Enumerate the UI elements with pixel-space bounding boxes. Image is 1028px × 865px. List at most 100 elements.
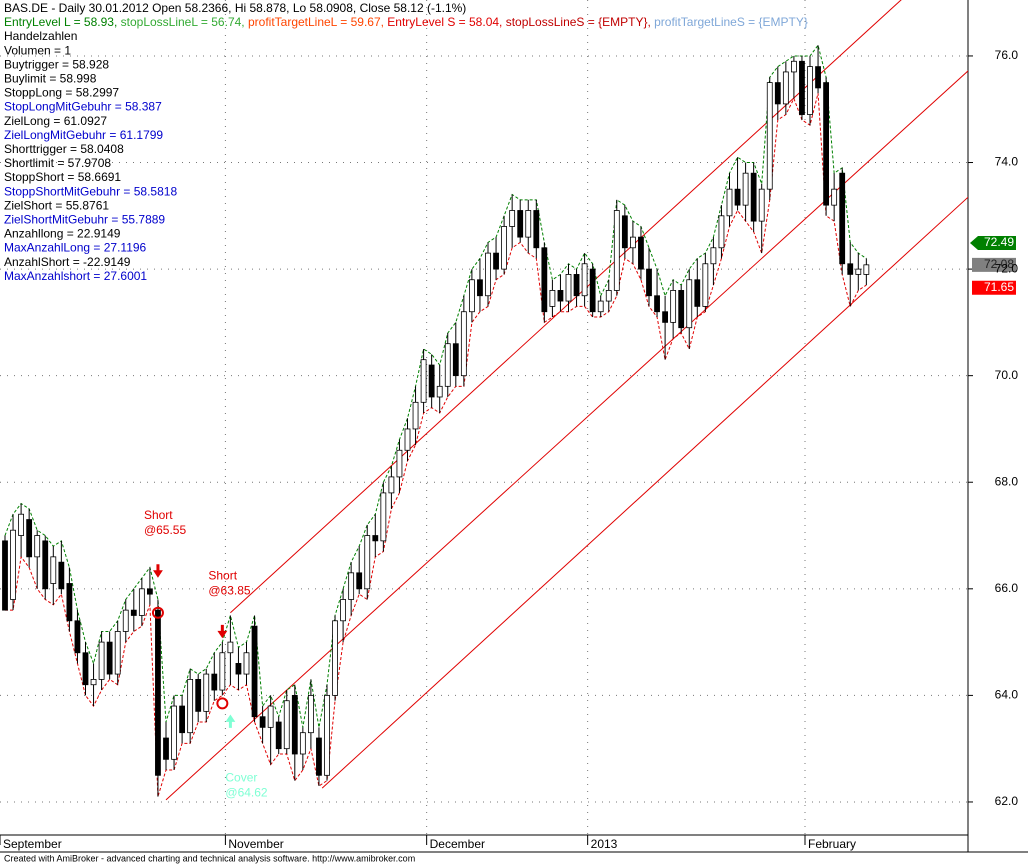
- candle-body: [742, 172, 749, 206]
- candle-body: [340, 599, 347, 622]
- candle-body: [839, 172, 846, 265]
- chart-title: BAS.DE - Daily 30.01.2012 Open 58.2366, …: [4, 1, 466, 15]
- x-tick-label: September: [3, 837, 62, 851]
- candle-body: [299, 732, 306, 755]
- candle-body: [452, 343, 459, 377]
- legend-entry: EntryLevel S = 58.04,: [387, 15, 505, 29]
- candle-body: [307, 694, 314, 734]
- signal-price: @65.55: [144, 523, 187, 537]
- signal-marker: [216, 697, 229, 710]
- info-line: StopLongMitGebuhr = 58.387: [4, 100, 162, 114]
- candle-body: [138, 588, 145, 616]
- candle-body: [444, 343, 451, 387]
- candle-body: [726, 188, 733, 217]
- info-line: ZielLong = 61.0927: [4, 114, 107, 128]
- candle-body: [348, 572, 355, 600]
- candle-body: [267, 705, 274, 728]
- candle-body: [251, 625, 258, 718]
- candle-body: [291, 694, 298, 755]
- x-tick-label: November: [228, 837, 283, 851]
- annotation-layer: Short@65.55Short@63.85Cover@64.6272.4972…: [144, 235, 1016, 800]
- candle-body: [130, 609, 137, 616]
- candle-body: [670, 290, 677, 323]
- candle-body: [227, 641, 234, 654]
- candle-body: [678, 290, 685, 329]
- y-tick-label: 68.0: [995, 474, 1019, 488]
- info-line: ZielShort = 55.8761: [4, 198, 109, 212]
- candle-body: [428, 364, 435, 398]
- signal-arrow: [225, 714, 236, 728]
- candle-body: [654, 295, 660, 313]
- candle-body: [2, 540, 8, 611]
- candle-body: [702, 263, 709, 307]
- x-tick-label: 2013: [591, 837, 618, 851]
- legend-entry: profitTargetLineL = 59.67,: [248, 15, 387, 29]
- candle-body: [662, 311, 668, 323]
- candle-body: [863, 264, 870, 275]
- candle-body: [533, 210, 540, 249]
- candle-body: [750, 172, 757, 222]
- low-line: [5, 93, 867, 797]
- candle-body: [517, 210, 524, 238]
- legend-entry: EntryLevel L = 58.93,: [4, 15, 121, 29]
- high-line: [4, 44, 867, 728]
- candle-body: [372, 535, 379, 542]
- candle-body: [605, 290, 612, 302]
- info-line: StoppShort = 58.6691: [4, 170, 121, 184]
- last-value-box: [970, 235, 1016, 250]
- candle-body: [613, 210, 620, 291]
- x-tick-label: February: [808, 837, 856, 851]
- legend: EntryLevel L = 58.93, stopLossLineL = 56…: [4, 15, 808, 29]
- y-tick-label: 72.0: [995, 261, 1019, 275]
- candle-body: [597, 300, 604, 313]
- candle-body: [509, 210, 516, 227]
- candle-body: [34, 535, 41, 558]
- candle-body: [855, 268, 862, 275]
- info-line: Anzahllong = 22.9149: [4, 227, 121, 241]
- candle-body: [686, 279, 693, 329]
- candle-body: [203, 673, 210, 712]
- signal-arrow: [153, 564, 163, 578]
- candle-body: [90, 679, 97, 686]
- candle-body: [42, 540, 49, 590]
- info-line: Buytrigger = 58.928: [4, 57, 109, 71]
- candle-body: [219, 652, 226, 691]
- candle-body: [710, 247, 717, 265]
- y-tick-label: 70.0: [995, 368, 1019, 382]
- candle-body: [195, 679, 202, 712]
- trend-line: [321, 196, 968, 789]
- candle-body: [589, 268, 596, 313]
- candle-body: [18, 513, 25, 536]
- candle-body: [549, 290, 556, 307]
- candle-body: [396, 449, 403, 478]
- info-line: StoppLong = 58.2997: [4, 86, 119, 100]
- candle-body: [187, 679, 194, 734]
- candle-body: [766, 82, 773, 190]
- info-line: MaxAnzahlLong = 27.1196: [4, 241, 147, 255]
- legend-entry: stopLossLineS = {EMPTY},: [506, 15, 654, 29]
- y-tick-label: 62.0: [995, 794, 1019, 808]
- candle-body: [10, 529, 16, 600]
- legend-entry: profitTargetLineS = {EMPTY}: [654, 15, 808, 29]
- candle-body: [791, 60, 797, 73]
- candle-body: [718, 215, 725, 249]
- candle-body: [815, 66, 821, 89]
- trend-line: [230, 0, 902, 614]
- candle-body: [316, 737, 322, 776]
- last-value-label: 71.65: [984, 280, 1014, 294]
- candle-body: [412, 401, 419, 430]
- candle-body: [332, 620, 338, 696]
- y-tick-label: 76.0: [995, 48, 1019, 62]
- candle-body: [66, 583, 73, 622]
- candle-body: [823, 82, 829, 206]
- candle-body: [831, 188, 838, 206]
- last-value-box: [972, 280, 1016, 295]
- y-tick-label: 64.0: [995, 688, 1019, 702]
- plot-layer: [2, 44, 870, 797]
- candle-body: [283, 700, 290, 750]
- candle-body: [364, 535, 371, 590]
- candle-body: [324, 694, 330, 776]
- candle-body: [694, 279, 701, 307]
- last-value-label: 72.49: [984, 235, 1014, 249]
